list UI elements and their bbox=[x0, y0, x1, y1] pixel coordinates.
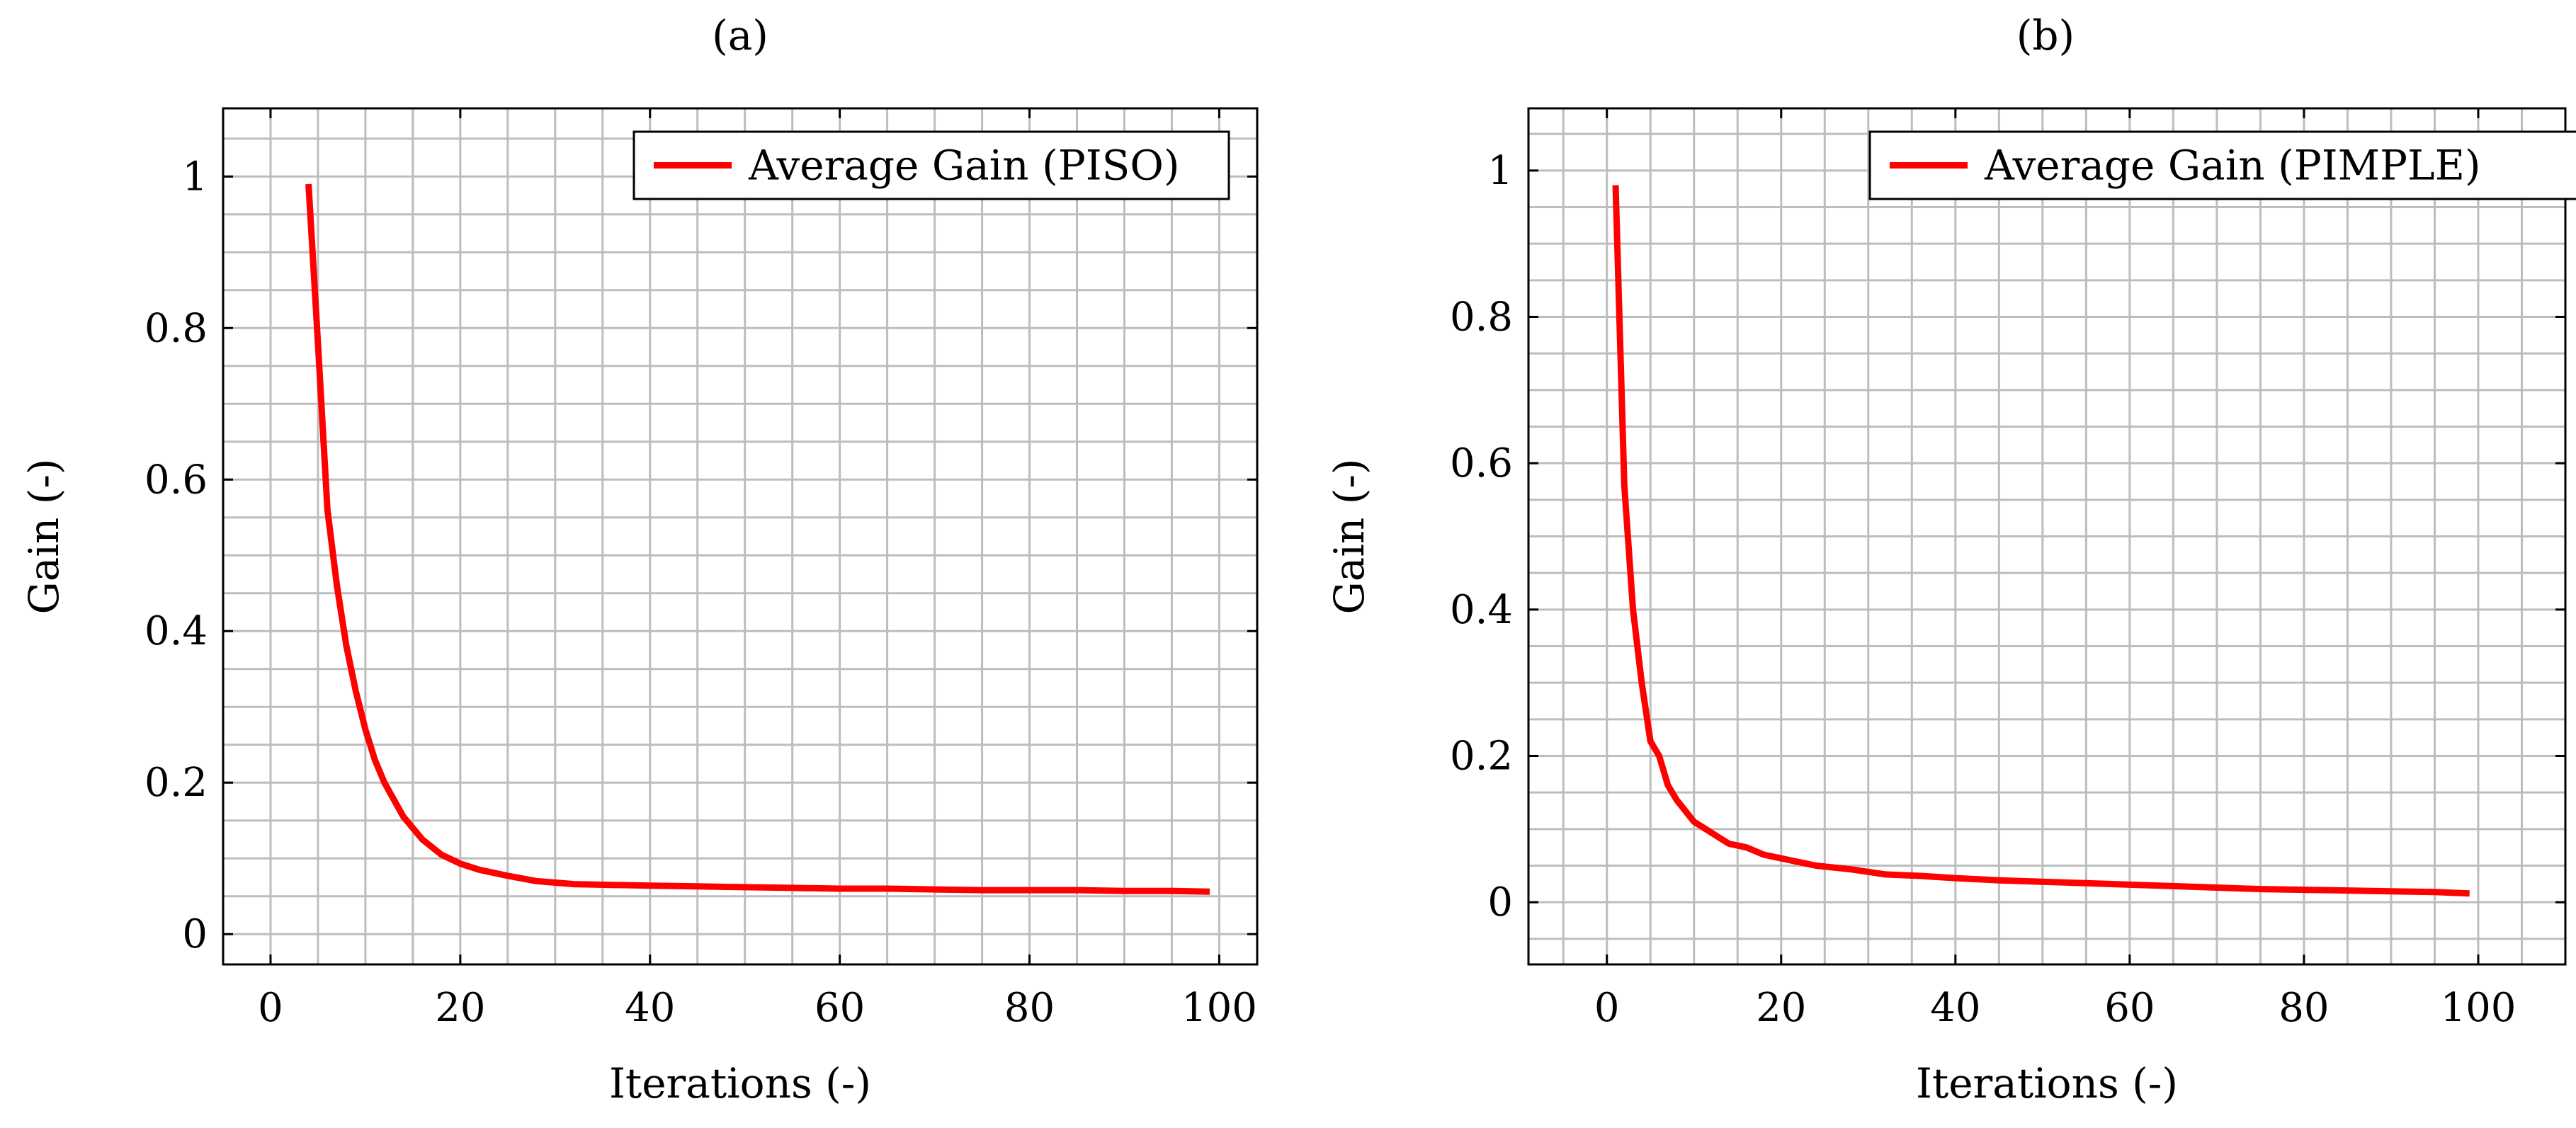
x-tick-label: 0 bbox=[258, 985, 283, 1031]
legend: Average Gain (PIMPLE) bbox=[1868, 130, 2576, 200]
x-axis-label: Iterations (-) bbox=[609, 1059, 871, 1107]
x-tick-label: 20 bbox=[1756, 985, 1806, 1031]
y-tick-label: 0 bbox=[182, 911, 208, 957]
y-axis-label: Gain (-) bbox=[20, 458, 68, 614]
chart-panel-a: 0 20 40 60 80 100 0 0.2 0.4 0.6 0.8 1 (a) Iterations … bbox=[20, 11, 1259, 1107]
y-tick-label: 1 bbox=[182, 154, 208, 200]
y-tick-label: 1 bbox=[1487, 148, 1513, 194]
y-tick-label: 0 bbox=[1487, 879, 1513, 925]
x-tick-label: 40 bbox=[1930, 985, 1980, 1031]
x-tick-label: 60 bbox=[815, 985, 865, 1031]
x-tick-label: 100 bbox=[2441, 985, 2517, 1031]
x-tick-label: 80 bbox=[2279, 985, 2329, 1031]
legend: Average Gain (PISO) bbox=[632, 130, 1230, 200]
chart-panel-b: 0 20 40 60 80 100 0 0.2 0.4 0.6 0.8 1 (b) Iterations … bbox=[1325, 11, 2576, 1107]
x-axis-label: Iterations (-) bbox=[1916, 1059, 2178, 1107]
legend-label: Average Gain (PIMPLE) bbox=[1984, 142, 2481, 190]
y-tick-label: 0.8 bbox=[1450, 295, 1513, 341]
x-tick-label: 0 bbox=[1594, 985, 1620, 1031]
legend-box bbox=[632, 130, 1230, 200]
chart-title: (b) bbox=[2016, 11, 2075, 59]
grid bbox=[223, 108, 1257, 964]
y-tick-label: 0.4 bbox=[1450, 587, 1513, 633]
y-tick-label: 0.2 bbox=[144, 760, 208, 806]
x-tick-label: 100 bbox=[1181, 985, 1257, 1031]
legend-box bbox=[1868, 130, 2576, 200]
y-axis-label: Gain (-) bbox=[1325, 458, 1373, 614]
x-tick-label: 60 bbox=[2104, 985, 2155, 1031]
y-tick-label: 0.2 bbox=[1450, 734, 1513, 780]
chart-title: (a) bbox=[712, 11, 768, 59]
x-tick-label: 80 bbox=[1004, 985, 1055, 1031]
x-tick-label: 40 bbox=[625, 985, 675, 1031]
plot-frame bbox=[222, 107, 1259, 966]
series-line bbox=[305, 183, 1210, 895]
y-tick-label: 0.6 bbox=[1450, 440, 1513, 486]
plot-frame bbox=[1527, 107, 2567, 966]
series-line bbox=[1612, 185, 2470, 897]
x-tick-label: 20 bbox=[435, 985, 485, 1031]
y-tick-label: 0.4 bbox=[144, 608, 208, 654]
y-tick-label: 0.6 bbox=[144, 457, 208, 503]
legend-label: Average Gain (PISO) bbox=[748, 142, 1180, 190]
grid bbox=[1528, 108, 2565, 964]
y-tick-label: 0.8 bbox=[144, 305, 208, 351]
